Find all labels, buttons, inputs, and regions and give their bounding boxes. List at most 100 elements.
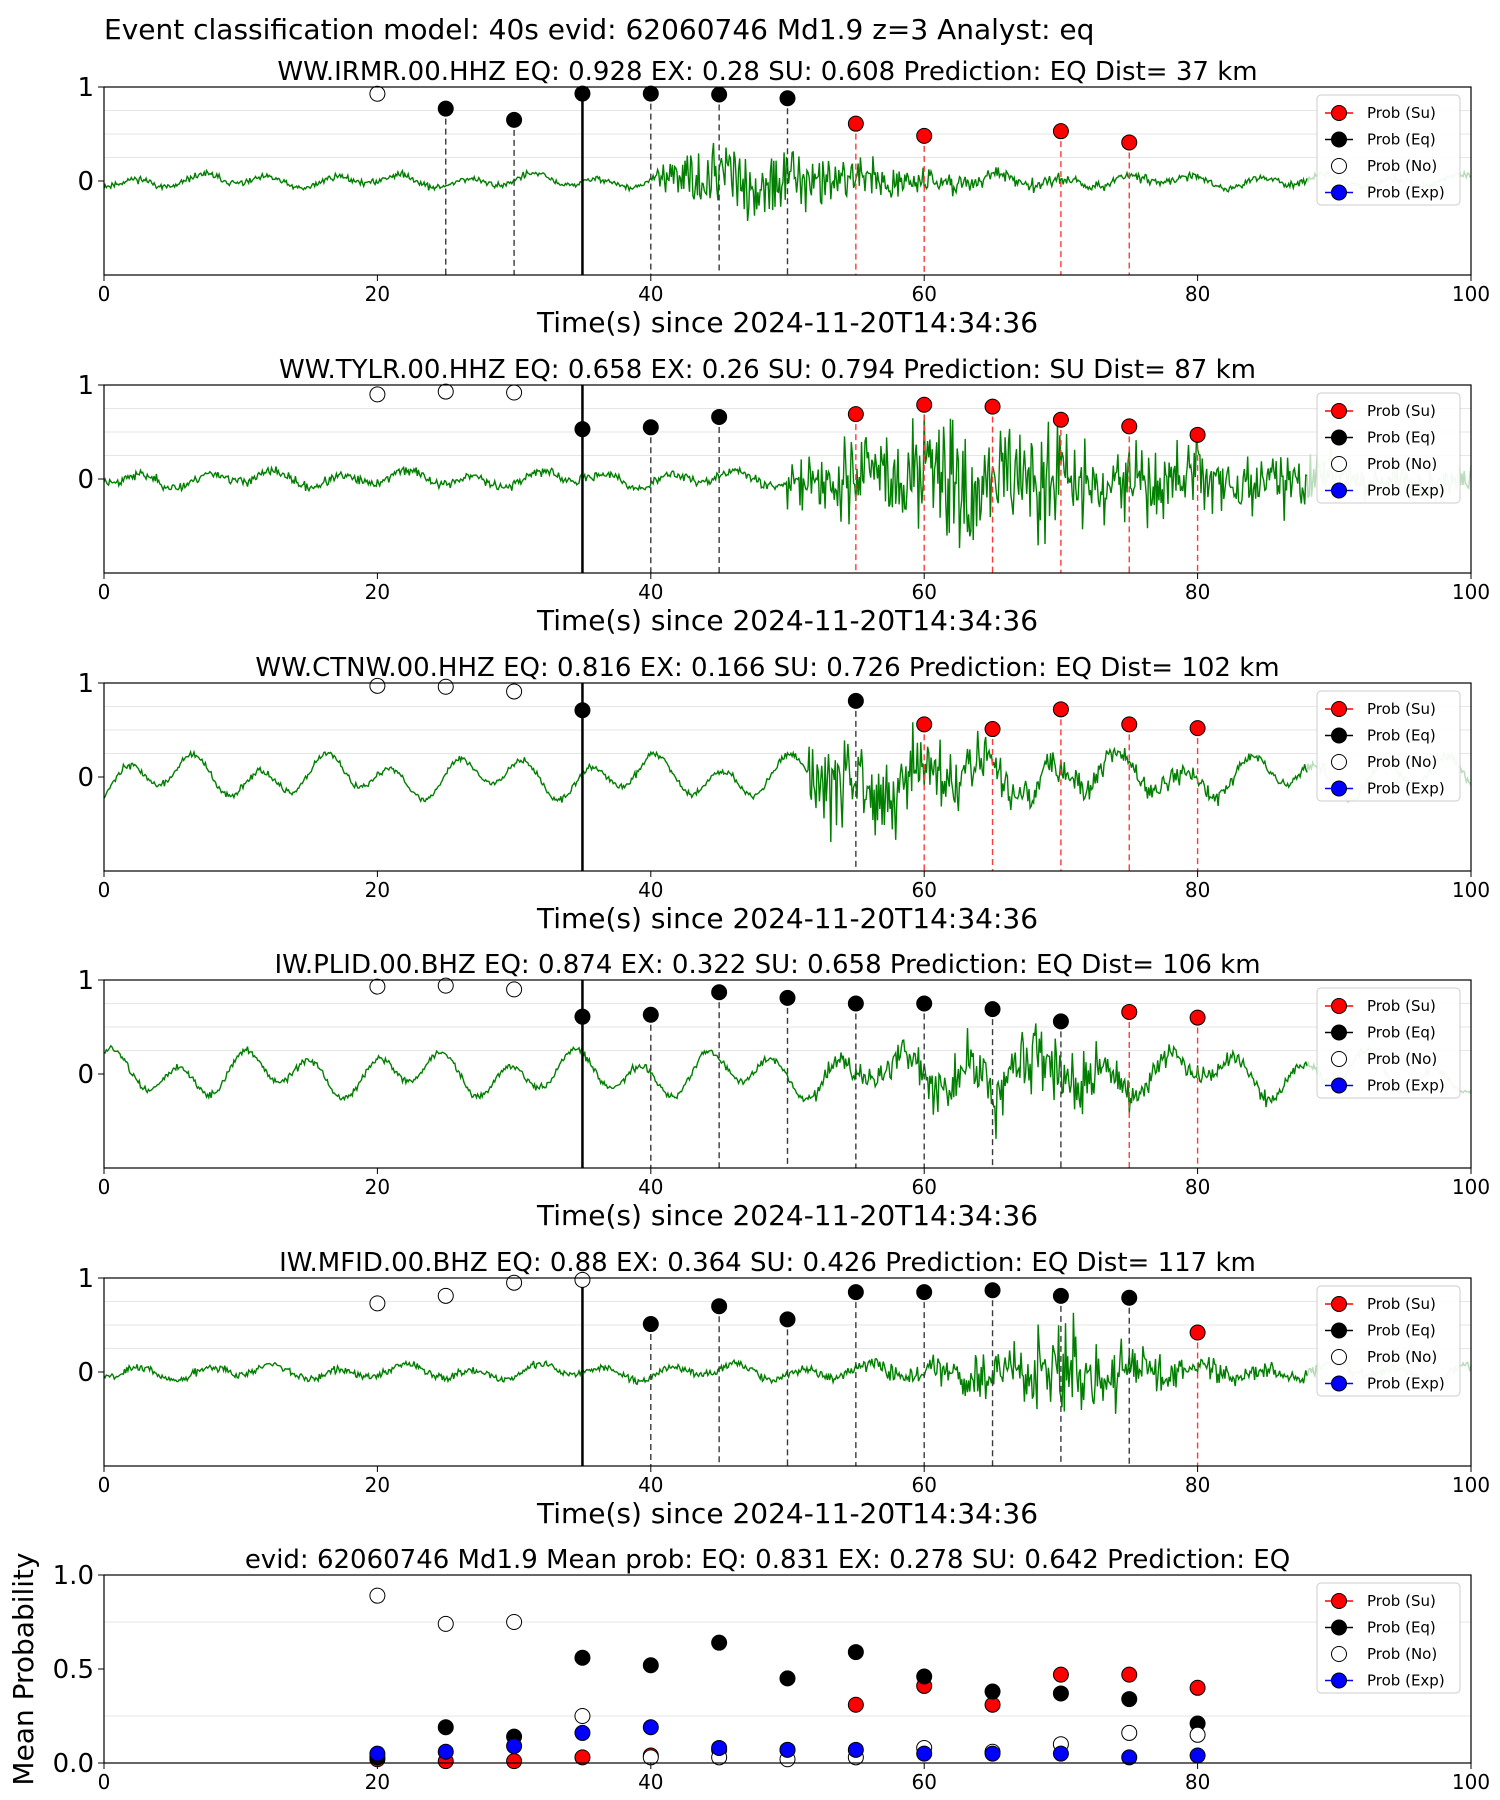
probability-point-eq xyxy=(574,1008,591,1025)
mean-prob-point-eq xyxy=(779,1670,796,1687)
y-tick-label: 1 xyxy=(77,73,94,103)
mean-prob-point-no xyxy=(1189,1726,1206,1743)
probability-point-eq xyxy=(642,85,659,102)
probability-point-su xyxy=(1052,701,1069,718)
legend-label: Prob (Su) xyxy=(1367,997,1436,1015)
mean-panel-title: evid: 62060746 Md1.9 Mean prob: EQ: 0.83… xyxy=(245,1545,1290,1575)
station-title: IW.PLID.00.BHZ EQ: 0.874 EX: 0.322 SU: 0… xyxy=(274,950,1260,980)
legend-label: Prob (Eq) xyxy=(1367,131,1436,149)
mean-prob-point-exp xyxy=(506,1738,523,1755)
legend-label: Prob (Exp) xyxy=(1367,482,1445,500)
waveform xyxy=(103,414,1308,549)
axes-frame xyxy=(103,682,1472,872)
mean-prob-point-no xyxy=(506,1614,523,1630)
legend-marker xyxy=(1331,1593,1347,1609)
probability-point-eq xyxy=(711,984,728,1001)
legend-marker xyxy=(1331,998,1347,1014)
probability-point-su xyxy=(847,406,864,423)
x-axis-label: Time(s) since 2024-11-20T14:34:36 xyxy=(536,306,1038,339)
probability-point-eq xyxy=(574,702,591,719)
probability-point-no xyxy=(506,384,523,401)
mean-prob-point-exp xyxy=(916,1745,933,1762)
probability-point-eq xyxy=(437,100,454,117)
probability-point-eq xyxy=(847,1284,864,1301)
station-title: WW.CTNW.00.HHZ EQ: 0.816 EX: 0.166 SU: 0… xyxy=(255,653,1279,683)
legend-marker xyxy=(1331,780,1347,797)
y-tick-label: 0.5 xyxy=(53,1655,94,1685)
legend-marker xyxy=(1331,1024,1347,1041)
mean-probability-panel: Prob (Su) Prob (Eq) Prob (No) Prob (Exp) 0.0… xyxy=(7,1545,1490,1794)
probability-point-no xyxy=(437,1287,454,1304)
probability-point-eq xyxy=(984,1282,1001,1299)
mean-prob-point-no xyxy=(574,1708,591,1724)
x-tick-label: 0 xyxy=(98,1770,111,1794)
mean-prob-point-eq xyxy=(916,1668,933,1685)
probability-point-no xyxy=(437,977,454,994)
probability-point-su xyxy=(1121,418,1138,435)
x-tick-label: 80 xyxy=(1185,282,1210,306)
x-axis-label: Time(s) since 2024-11-20T14:34:36 xyxy=(536,1199,1038,1232)
legend-label: Prob (Su) xyxy=(1367,700,1436,718)
probability-point-su xyxy=(916,396,933,413)
legend-marker xyxy=(1331,403,1347,419)
mean-prob-point-su xyxy=(847,1696,864,1713)
legend-box xyxy=(1316,392,1461,504)
probability-point-eq xyxy=(642,419,659,436)
x-tick-label: 60 xyxy=(911,1175,936,1199)
legend-marker xyxy=(1331,105,1347,121)
station-panel: Prob (Su) Prob (Eq) Prob (No) Prob (Exp) 1 0 I… xyxy=(77,950,1490,1232)
mean-prob-point-exp xyxy=(1052,1745,1069,1762)
station-panel: Prob (Su) Prob (Eq) Prob (No) Prob (Exp) 1 0 I… xyxy=(77,1248,1490,1530)
legend-box xyxy=(1316,94,1461,206)
legend-marker xyxy=(1331,1322,1347,1339)
mean-prob-point-su xyxy=(1121,1666,1138,1683)
legend-label: Prob (No) xyxy=(1367,1348,1437,1366)
y-tick-label: 1 xyxy=(77,371,94,401)
legend-label: Prob (No) xyxy=(1367,1645,1437,1663)
probability-point-eq xyxy=(1052,1287,1069,1304)
probability-point-eq xyxy=(642,1316,659,1333)
probability-point-eq xyxy=(711,408,728,425)
x-tick-label: 60 xyxy=(911,282,936,306)
probability-point-eq xyxy=(984,1001,1001,1018)
probability-point-su xyxy=(1121,716,1138,733)
mean-prob-point-no xyxy=(1121,1724,1138,1741)
legend-box xyxy=(1316,1582,1461,1694)
x-tick-label: 80 xyxy=(1185,1473,1210,1497)
probability-point-su xyxy=(984,721,1001,738)
x-tick-label: 20 xyxy=(365,1770,390,1794)
legend-marker xyxy=(1331,429,1347,446)
legend-marker xyxy=(1331,131,1347,148)
station-title: WW.TYLR.00.HHZ EQ: 0.658 EX: 0.26 SU: 0.… xyxy=(279,355,1256,385)
x-tick-label: 100 xyxy=(1452,1473,1490,1497)
mean-prob-point-exp xyxy=(984,1745,1001,1762)
axes-frame xyxy=(103,384,1472,574)
probability-point-eq xyxy=(1121,1289,1138,1306)
probability-point-no xyxy=(506,683,523,700)
y-tick-label: 0 xyxy=(77,465,94,495)
x-tick-label: 40 xyxy=(638,1175,663,1199)
x-tick-label: 100 xyxy=(1452,282,1490,306)
legend-label: Prob (Su) xyxy=(1367,402,1436,420)
mean-prob-point-eq xyxy=(437,1719,454,1736)
probability-point-eq xyxy=(779,1311,796,1328)
legend-label: Prob (Su) xyxy=(1367,1295,1436,1313)
waveform xyxy=(103,142,1308,222)
mean-prob-point-exp xyxy=(369,1745,386,1762)
probability-point-eq xyxy=(847,692,864,709)
probability-point-no xyxy=(369,677,386,694)
probability-point-no xyxy=(369,978,386,995)
x-axis-label: Time(s) since 2024-11-20T14:34:36 xyxy=(536,902,1038,935)
y-tick-label: 1 xyxy=(77,966,94,996)
probability-point-eq xyxy=(574,85,591,102)
x-tick-label: 100 xyxy=(1452,580,1490,604)
station-panel: Prob (Su) Prob (Eq) Prob (No) Prob (Exp) 1 0 W… xyxy=(77,653,1490,935)
station-panel: Prob (Su) Prob (Eq) Prob (No) Prob (Exp) 1 0 W… xyxy=(77,57,1490,339)
x-tick-label: 60 xyxy=(911,1473,936,1497)
waveform xyxy=(103,722,1308,843)
legend-label: Prob (No) xyxy=(1367,157,1437,175)
probability-point-eq xyxy=(574,421,591,438)
probability-point-su xyxy=(1052,411,1069,428)
x-tick-label: 20 xyxy=(365,878,390,902)
